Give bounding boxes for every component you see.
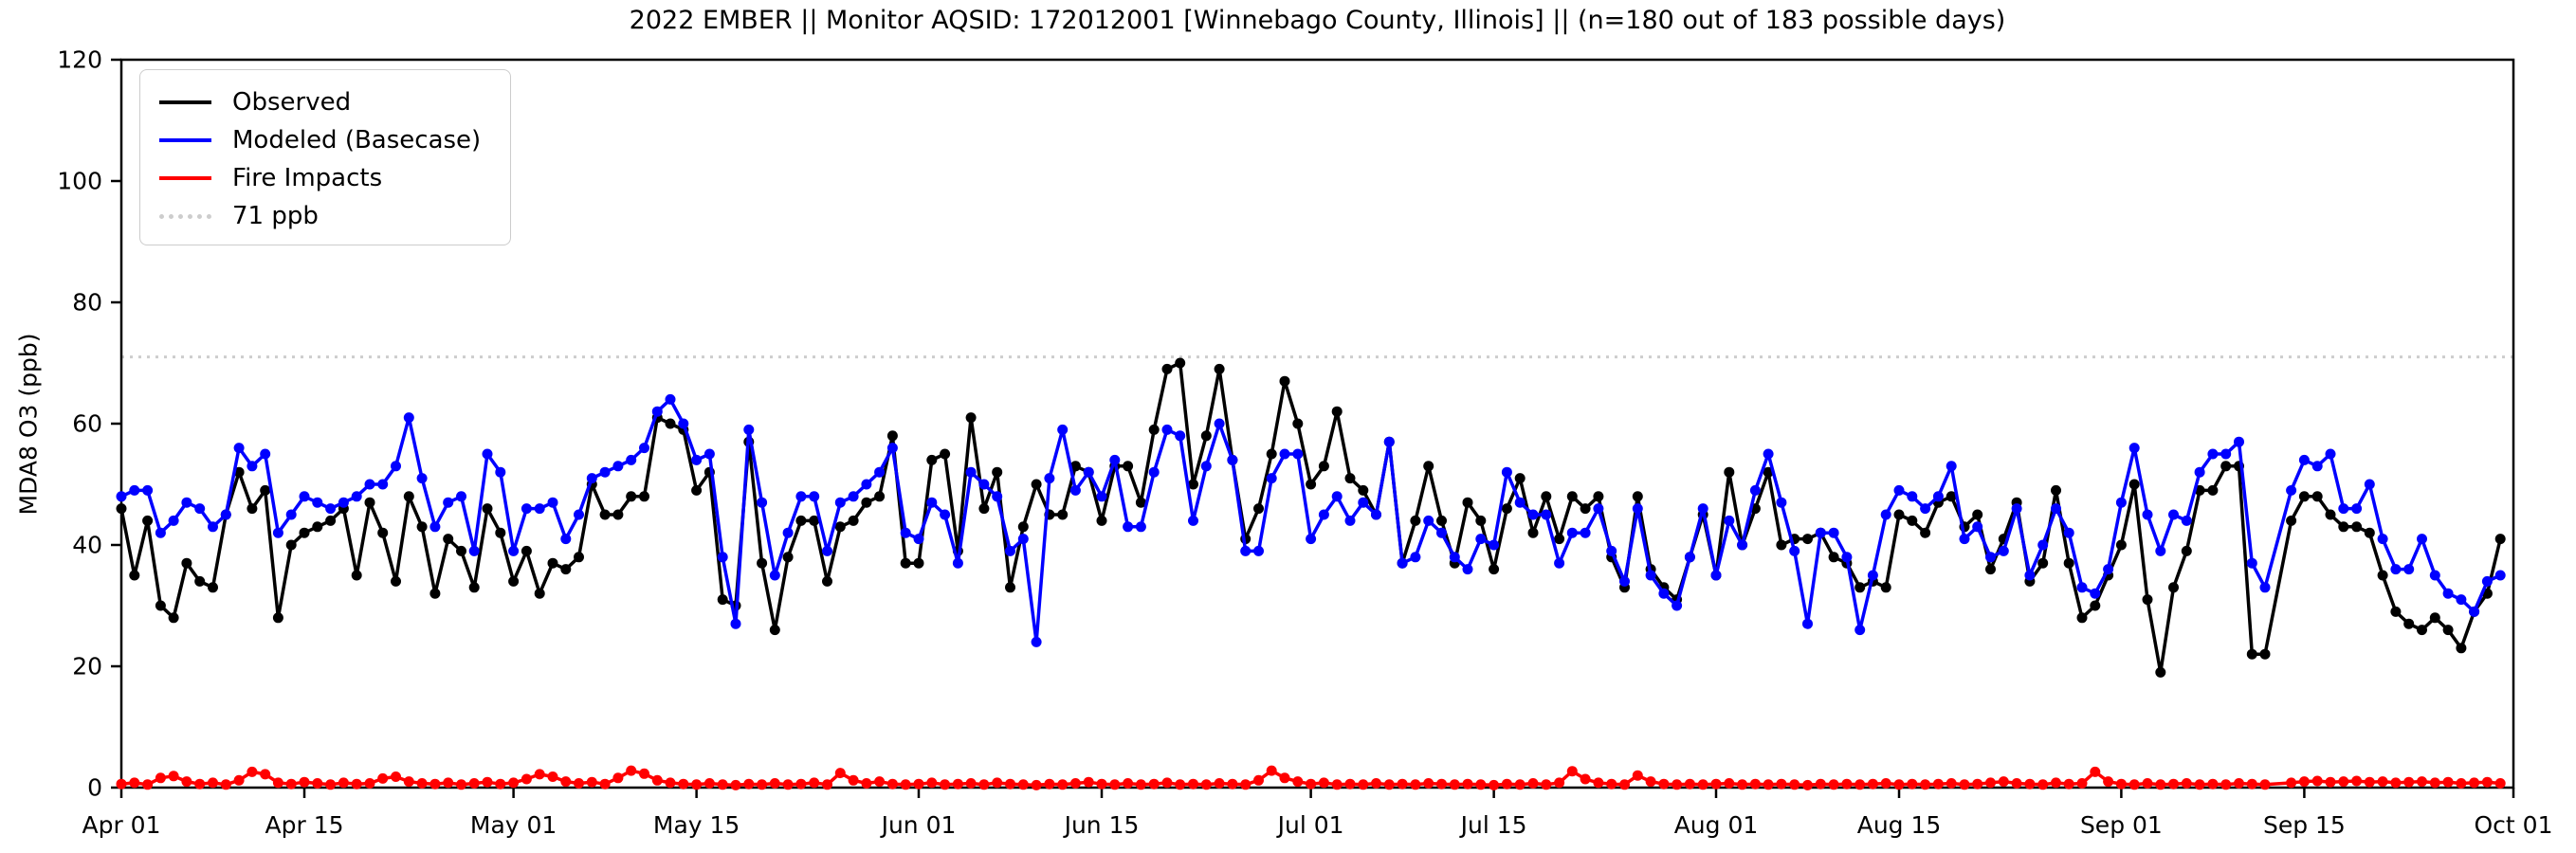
svg-text:May 15: May 15 [653,811,740,839]
series-modeled-basecase- [116,393,2506,647]
svg-text:80: 80 [72,289,102,317]
y-axis: 0 20 40 60 80 100 120 [57,46,121,802]
legend-item-modeled: Modeled (Basecase) [140,121,510,159]
svg-text:100: 100 [57,168,102,195]
chart-title: 2022 EMBER || Monitor AQSID: 172012001 [… [629,6,2006,35]
threshold-line-icon [159,213,211,219]
svg-text:Apr 15: Apr 15 [265,811,344,839]
svg-text:Jun 15: Jun 15 [1063,811,1140,839]
svg-text:Jul 01: Jul 01 [1276,811,1344,839]
svg-text:60: 60 [72,410,102,438]
svg-text:Apr 01: Apr 01 [82,811,160,839]
legend-label: 71 ppb [232,202,319,230]
modeled-line-icon [159,138,211,142]
svg-text:20: 20 [72,653,102,681]
svg-text:Aug 15: Aug 15 [1857,811,1942,839]
svg-text:Jul 15: Jul 15 [1459,811,1527,839]
svg-text:Sep 01: Sep 01 [2080,811,2163,839]
svg-text:120: 120 [57,46,102,74]
x-axis: Apr 01 Apr 15 May 01 May 15 Jun 01 Jun 15 Jul … [82,788,2552,839]
observed-line-icon [159,100,211,104]
legend-label: Modeled (Basecase) [232,126,482,154]
fire-line-icon [159,176,211,180]
svg-text:40: 40 [72,532,102,559]
series-fire-impacts [116,765,2506,790]
svg-text:Aug 01: Aug 01 [1674,811,1759,839]
legend-item-threshold: 71 ppb [140,197,510,235]
legend: Observed Modeled (Basecase) Fire Impacts… [139,69,511,245]
legend-item-fire: Fire Impacts [140,159,510,197]
svg-text:Oct 01: Oct 01 [2475,811,2553,839]
legend-label: Fire Impacts [232,164,383,192]
svg-text:May 01: May 01 [470,811,557,839]
legend-item-observed: Observed [140,83,510,121]
svg-text:Sep 15: Sep 15 [2263,811,2346,839]
svg-text:Jun 01: Jun 01 [880,811,957,839]
svg-text:0: 0 [87,774,102,802]
y-axis-label: MDA8 O3 (ppb) [14,333,43,516]
legend-label: Observed [232,88,352,117]
